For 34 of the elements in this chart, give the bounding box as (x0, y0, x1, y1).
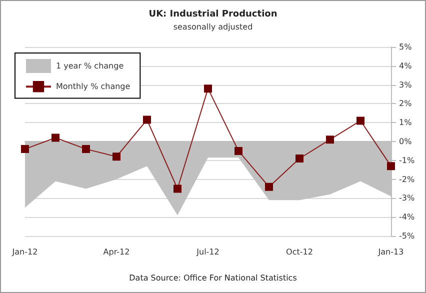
x-tick-label: Oct-12 (286, 248, 313, 256)
point (265, 182, 273, 191)
legend-label: 1 year % change (56, 62, 124, 70)
point (52, 134, 60, 142)
point (296, 154, 304, 163)
point (21, 145, 29, 154)
point (174, 184, 182, 193)
y-tick-label: -2% (399, 174, 415, 184)
source-note: Data Source: Office For National Statistics (129, 274, 297, 282)
x-tick-label: Apr-12 (103, 248, 130, 256)
y-tick-label: -4% (399, 212, 415, 222)
x-tick-label: Jan-12 (11, 248, 38, 256)
y-tick-label: 1% (399, 118, 412, 128)
point (143, 116, 151, 124)
y-tick-label: -3% (399, 194, 415, 203)
legend-label: Monthly % change (56, 82, 130, 92)
y-tick-label: 0% (399, 137, 412, 146)
x-tick-label: Jul-12 (196, 248, 220, 256)
point (326, 136, 334, 144)
x-tick-label: Jan-13 (377, 248, 404, 256)
point (204, 84, 212, 93)
point (82, 145, 90, 154)
point (234, 146, 242, 155)
y-tick-label: 3% (399, 80, 412, 90)
point (387, 162, 395, 170)
y-tick-label: -5% (399, 232, 415, 240)
chart-subtitle: seasonally adjusted (173, 22, 253, 32)
y-tick-label: -1% (399, 156, 415, 165)
y-tick-label: 4% (399, 61, 412, 70)
point (356, 116, 364, 125)
point (112, 152, 120, 161)
y-tick-label: 5% (399, 42, 412, 52)
chart-title: UK: Industrial Production (148, 10, 278, 20)
y-tick-label: 2% (399, 99, 412, 108)
